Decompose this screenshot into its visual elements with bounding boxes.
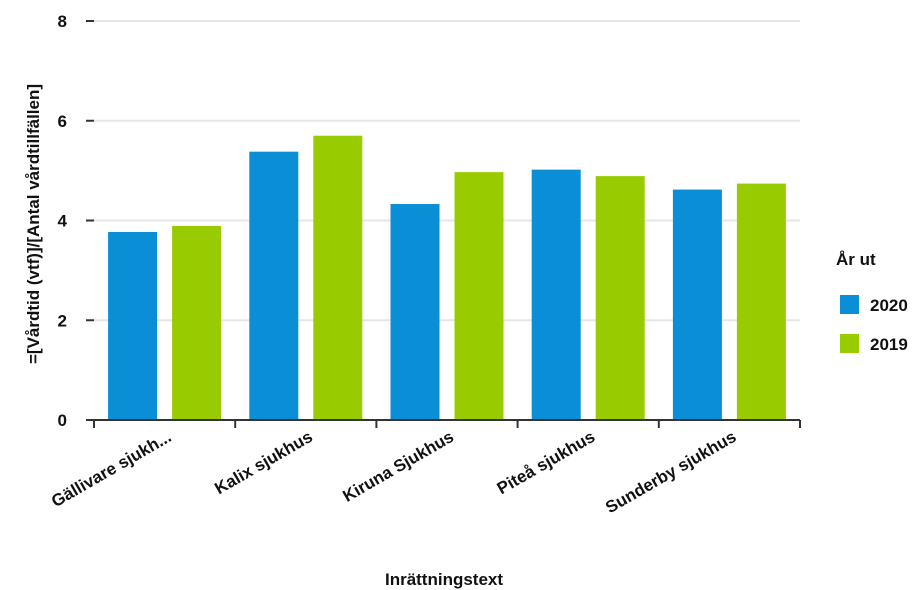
axes — [86, 20, 801, 428]
bar-2019-4 — [736, 183, 786, 420]
bar-2019-0 — [172, 225, 222, 420]
x-axis-title: Inrättningstext — [385, 570, 503, 589]
bar-2019-2 — [454, 172, 504, 420]
y-tick-label: 6 — [58, 112, 67, 131]
bar-2020-2 — [390, 204, 440, 420]
legend-label-2020: 2020 — [870, 296, 908, 315]
x-category-label: Kalix sjukhus — [211, 427, 315, 498]
y-axis-title: =[Vårdtid (vtf)]/[Antal vårdtillfällen] — [24, 84, 43, 364]
bar-2020-3 — [531, 169, 581, 420]
x-category-label: Sunderby sjukhus — [602, 427, 739, 517]
y-tick-labels: 0 2 4 6 8 — [58, 12, 68, 430]
x-category-label: Piteå sjukhus — [494, 427, 598, 498]
bar-2020-1 — [249, 151, 299, 421]
x-category-labels: Gällivare sjukh... Kalix sjukhus Kiruna Sj… — [48, 427, 739, 517]
y-tick-label: 2 — [58, 311, 67, 330]
bar-2019-1 — [313, 135, 363, 420]
y-tick-label: 8 — [58, 12, 67, 31]
legend-label-2019: 2019 — [870, 335, 908, 354]
y-tick-label: 0 — [58, 411, 67, 430]
legend-title: År ut — [836, 250, 876, 269]
bar-2020-0 — [108, 231, 158, 420]
y-tick-label: 4 — [58, 212, 68, 231]
bar-2019-3 — [595, 176, 645, 420]
legend-swatch-2020 — [840, 295, 859, 314]
bars — [108, 135, 786, 421]
bar-2020-4 — [672, 189, 722, 420]
legend-swatch-2019 — [840, 334, 859, 353]
x-category-label: Kiruna Sjukhus — [340, 427, 457, 506]
x-category-label: Gällivare sjukh... — [48, 427, 175, 511]
legend: År ut 2020 2019 — [836, 250, 908, 354]
